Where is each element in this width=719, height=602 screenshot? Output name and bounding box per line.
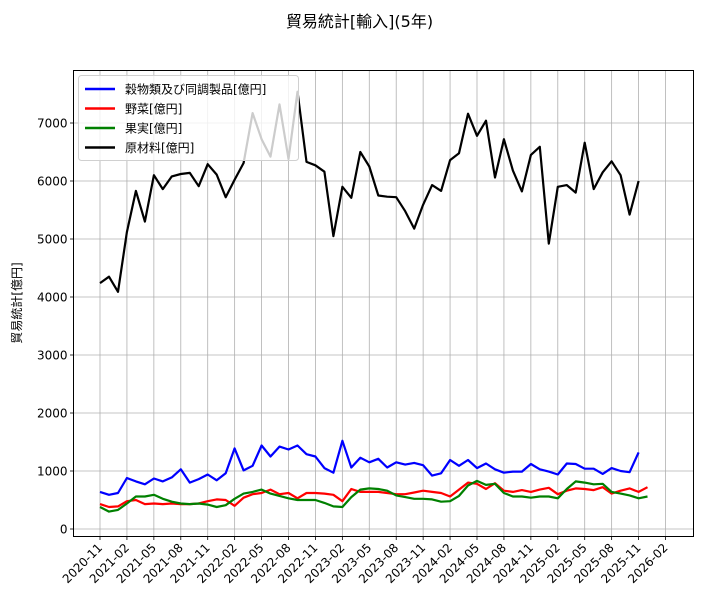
y-tick-label: 0 — [60, 523, 68, 537]
legend-box — [78, 75, 299, 161]
chart-title: 貿易統計[輸入](5年) — [285, 12, 434, 31]
series-line-2 — [99, 479, 648, 513]
y-tick-label: 4000 — [37, 291, 68, 305]
y-tick-label: 1000 — [37, 465, 68, 479]
y-tick-label: 3000 — [37, 349, 68, 363]
y-tick-label: 7000 — [37, 117, 68, 131]
legend-label: 果実[億円] — [125, 121, 182, 136]
y-axis-label: 貿易統計[億円] — [9, 262, 24, 343]
series-lines — [99, 90, 649, 513]
plot-frame — [73, 70, 694, 537]
legend-label: 野菜[億円] — [125, 102, 182, 116]
series-line-3 — [99, 90, 640, 293]
y-tick-label: 5000 — [37, 233, 68, 247]
y-tick-label: 2000 — [37, 407, 68, 421]
series-line-0 — [99, 439, 640, 496]
legend-label: 穀物類及び同調製品[億円] — [125, 83, 266, 97]
y-axis: 0 1000 2000 3000 4000 5000 6000 7000 — [37, 117, 74, 537]
legend-label: 原材料[億円] — [125, 141, 194, 155]
y-tick-label: 6000 — [37, 175, 68, 189]
legend: 穀物類及び同調製品[億円] 野菜[億円] 果実[億円] 原材料[億円] — [78, 75, 299, 161]
x-axis: 2020-112021-022021-052021-082021-112022-… — [60, 536, 671, 586]
